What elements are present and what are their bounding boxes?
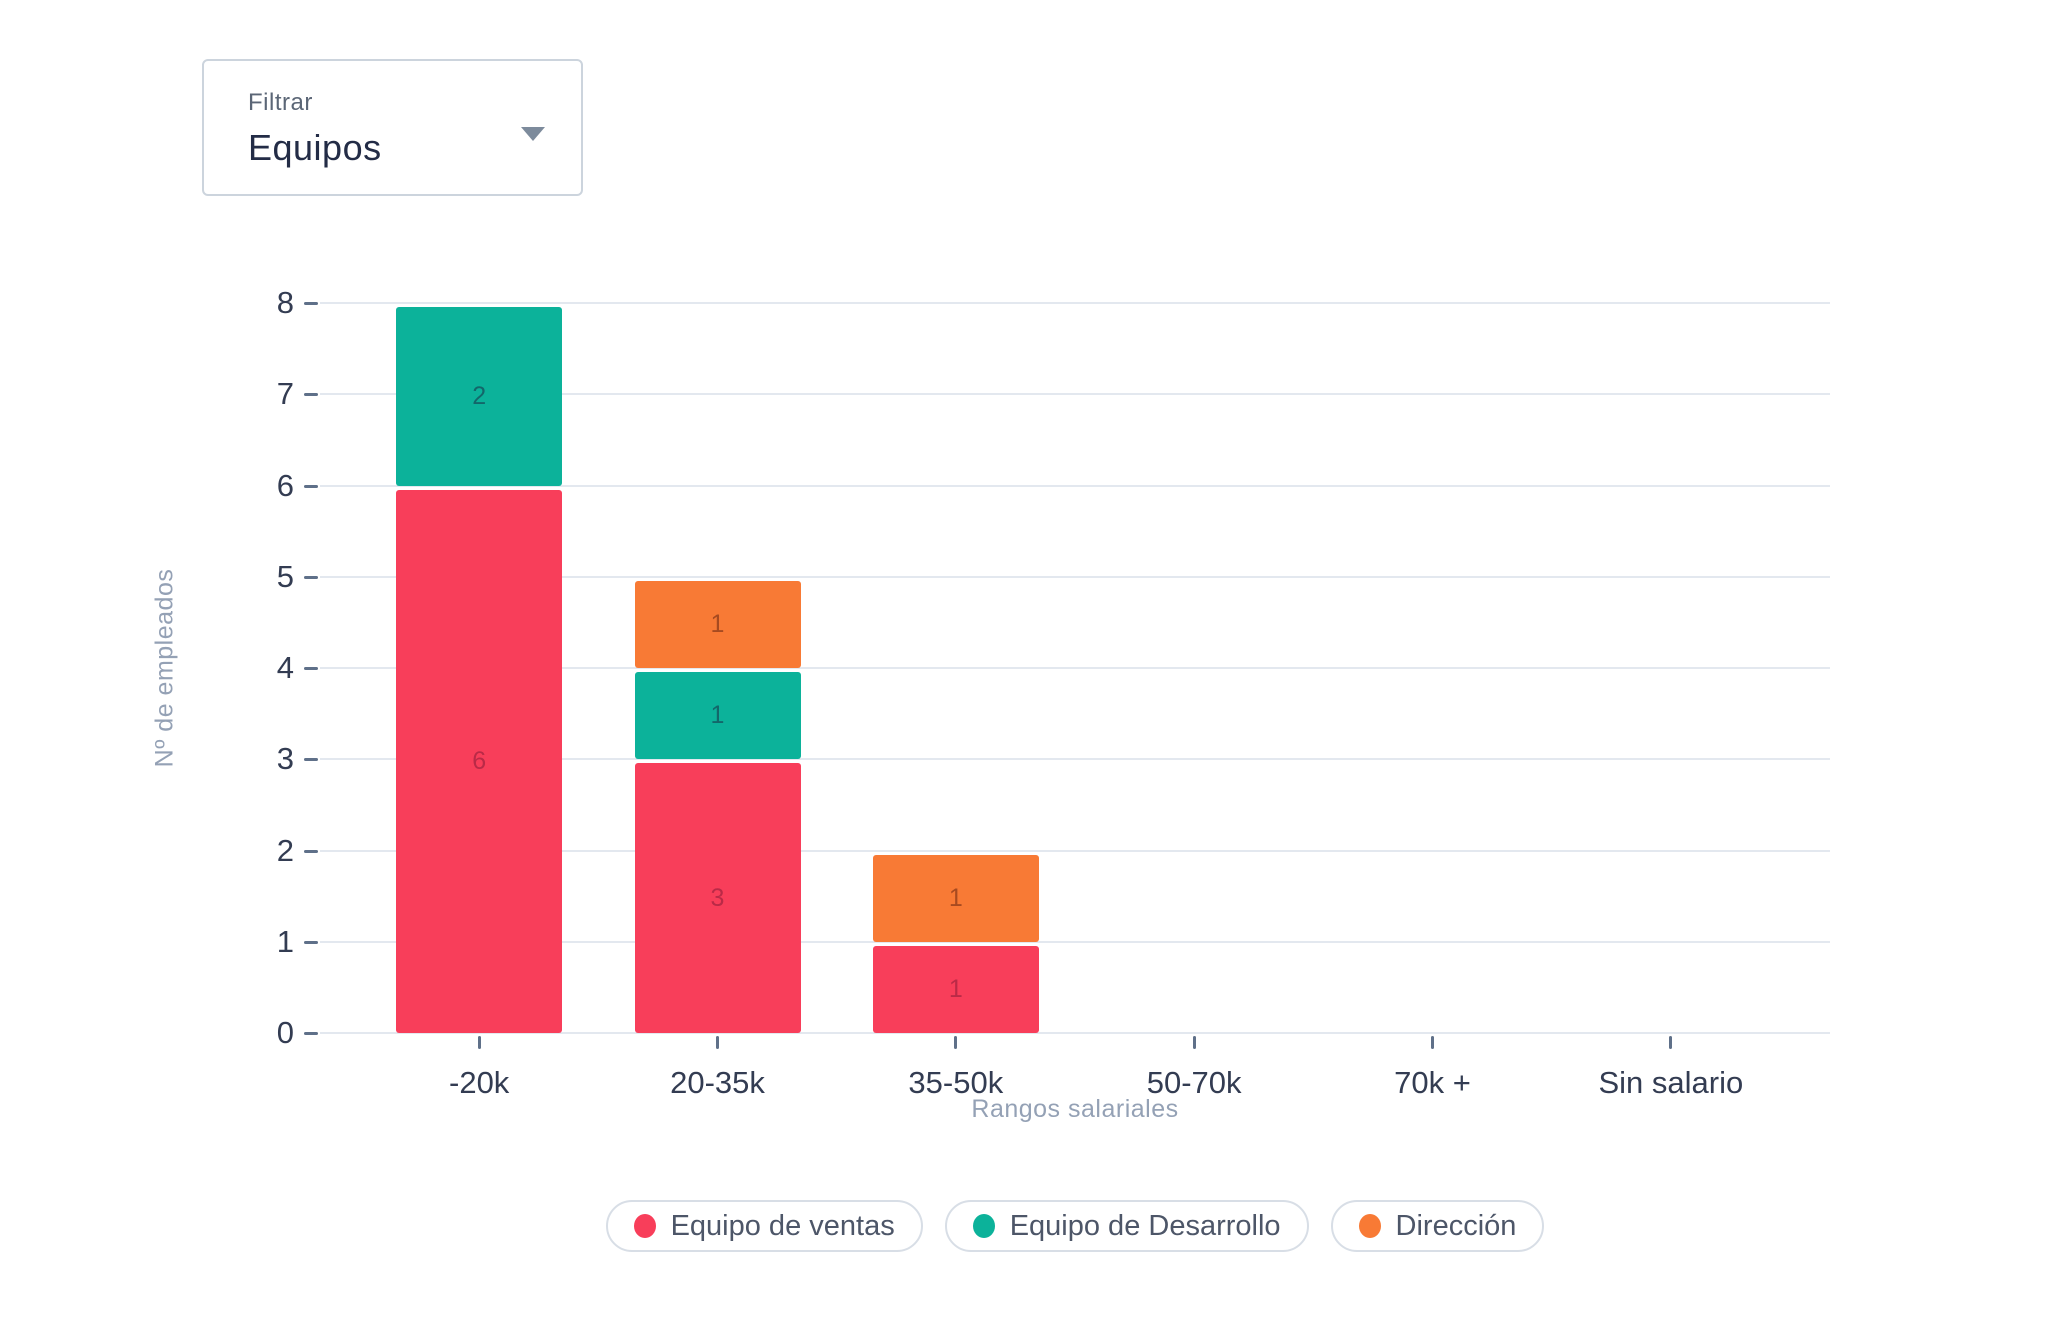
bar-value-label: 1 xyxy=(948,974,963,1003)
bar-segment-35-50k-Dirección[interactable]: 1 xyxy=(872,854,1039,942)
y-tick-mark-4 xyxy=(304,667,318,670)
x-tick-mark-0 xyxy=(477,1036,481,1049)
y-tick-label-1: 1 xyxy=(276,923,294,959)
filter-label: Filtrar xyxy=(248,89,313,116)
chart-legend: Equipo de ventas Equipo de Desarrollo Dire… xyxy=(320,1200,1830,1252)
filter-selected-value: Equipos xyxy=(248,127,382,168)
y-tick-label-5: 5 xyxy=(276,558,294,594)
y-tick-mark-6 xyxy=(304,484,318,488)
bar-value-label: 6 xyxy=(472,746,487,775)
y-tick-mark-8 xyxy=(304,302,318,305)
y-tick-label-7: 7 xyxy=(276,376,294,412)
x-tick-mark-5 xyxy=(1669,1036,1673,1049)
gridline-y-8 xyxy=(320,302,1830,304)
x-tick-label-3: 50-70k xyxy=(1146,1065,1242,1100)
y-tick-mark-3 xyxy=(304,758,318,762)
chevron-down-icon[interactable] xyxy=(521,127,545,141)
gridline-y-5 xyxy=(320,575,1830,578)
bar-segment--20k-Equipo de ventas[interactable]: 6 xyxy=(396,489,563,1033)
x-tick-label-2: 35-50k xyxy=(908,1065,1004,1100)
legend-dot-icon xyxy=(972,1214,995,1238)
bar-value-label: 1 xyxy=(710,701,725,730)
legend-label: Equipo de ventas xyxy=(670,1209,895,1242)
bar-segment-20-35k-Equipo de Desarrollo[interactable]: 1 xyxy=(634,672,801,760)
x-tick-label-0: -20k xyxy=(449,1065,510,1100)
filter-dropdown[interactable]: Filtrar Equipos xyxy=(202,59,583,196)
gridline-y-2 xyxy=(320,849,1830,852)
legend-label: Equipo de Desarrollo xyxy=(1009,1209,1281,1242)
x-tick-label-4: 70k + xyxy=(1394,1065,1471,1100)
gridline-y-7 xyxy=(320,393,1830,396)
gridline-y-0 xyxy=(320,1032,1830,1034)
x-tick-label-5: Sin salario xyxy=(1598,1065,1744,1100)
y-tick-mark-2 xyxy=(304,849,318,853)
x-tick-label-1: 20-35k xyxy=(670,1065,765,1100)
legend-item-1[interactable]: Equipo de Desarrollo xyxy=(944,1200,1309,1252)
bar-value-label: 1 xyxy=(710,609,725,638)
legend-item-0[interactable]: Equipo de ventas xyxy=(605,1200,923,1252)
bar-segment--20k-Equipo de Desarrollo[interactable]: 2 xyxy=(396,307,563,486)
x-tick-mark-3 xyxy=(1192,1036,1196,1049)
bar-value-label: 1 xyxy=(948,883,963,912)
gridline-y-6 xyxy=(320,484,1830,487)
bar-segment-35-50k-Equipo de ventas[interactable]: 1 xyxy=(872,945,1039,1033)
legend-dot-icon xyxy=(633,1214,656,1238)
y-tick-label-3: 3 xyxy=(276,741,294,777)
y-tick-label-6: 6 xyxy=(276,467,294,503)
x-tick-mark-1 xyxy=(716,1036,719,1049)
bar-value-label: 3 xyxy=(710,883,725,912)
x-axis-title: Rangos salariales xyxy=(971,1095,1179,1123)
gridline-y-4 xyxy=(320,667,1830,669)
y-tick-label-0: 0 xyxy=(276,1015,294,1050)
legend-label: Dirección xyxy=(1395,1209,1517,1242)
y-tick-mark-5 xyxy=(304,575,318,579)
legend-dot-icon xyxy=(1358,1214,1381,1238)
bar-segment-20-35k-Equipo de ventas[interactable]: 3 xyxy=(634,763,801,1033)
y-tick-mark-1 xyxy=(304,940,318,944)
y-tick-mark-7 xyxy=(304,393,318,397)
gridline-y-1 xyxy=(320,940,1830,943)
x-tick-mark-4 xyxy=(1431,1036,1434,1049)
bar-segment-20-35k-Dirección[interactable]: 1 xyxy=(634,580,801,668)
y-tick-label-2: 2 xyxy=(276,832,294,868)
legend-item-2[interactable]: Dirección xyxy=(1330,1200,1545,1252)
y-tick-mark-0 xyxy=(304,1032,318,1035)
gridline-y-3 xyxy=(320,758,1830,761)
y-tick-label-8: 8 xyxy=(276,285,294,320)
y-tick-label-4: 4 xyxy=(276,650,294,685)
salary-stacked-bar-chart: 0 1 2 3 4 5 6 7 8 -20k 6 2 20-35k 3 1 1 35-50k 1 1 50-70k 70… xyxy=(277,285,1830,1100)
x-tick-mark-2 xyxy=(954,1036,958,1049)
y-axis-title: Nº de empleados xyxy=(150,568,179,768)
bar-value-label: 2 xyxy=(472,381,487,410)
